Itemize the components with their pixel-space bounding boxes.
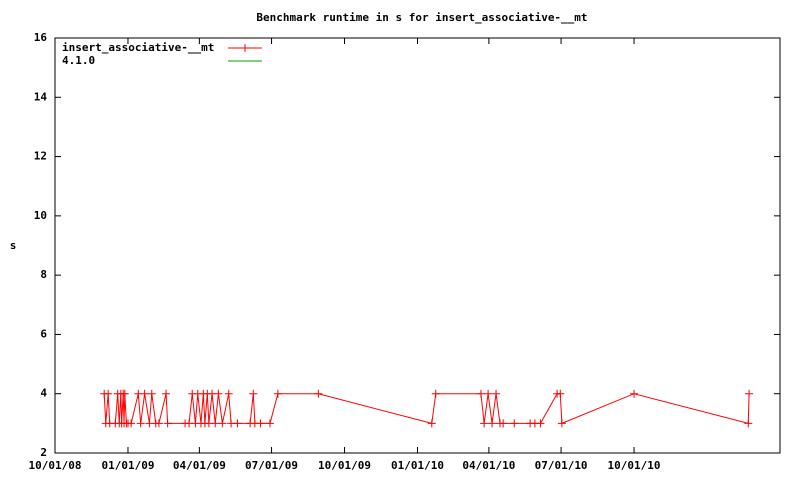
point — [273, 389, 282, 398]
point — [431, 389, 440, 398]
y-tick-label: 8 — [40, 268, 47, 281]
point — [484, 389, 493, 398]
point — [480, 419, 489, 428]
point — [163, 419, 172, 428]
legend-label: 4.1.0 — [62, 54, 95, 67]
point — [556, 389, 565, 398]
x-tick-label: 04/01/09 — [173, 459, 226, 472]
point — [224, 389, 233, 398]
point — [427, 419, 436, 428]
x-tick-label: 07/01/09 — [245, 459, 298, 472]
point — [476, 389, 485, 398]
point — [492, 389, 501, 398]
point — [162, 389, 171, 398]
point — [211, 419, 220, 428]
point — [265, 419, 274, 428]
x-tick-label: 10/01/09 — [318, 459, 371, 472]
x-tick-label: 10/01/10 — [608, 459, 661, 472]
point — [233, 419, 242, 428]
y-axis-label: s — [10, 239, 17, 252]
point — [120, 389, 129, 398]
legend-label: insert_associative-__mt — [62, 41, 214, 54]
point — [154, 419, 163, 428]
legend-swatch-point — [241, 44, 249, 52]
y-tick-label: 14 — [34, 90, 48, 103]
point — [127, 419, 136, 428]
point — [488, 419, 497, 428]
y-tick-label: 6 — [40, 327, 47, 340]
point — [744, 419, 753, 428]
point — [256, 419, 265, 428]
point — [630, 389, 639, 398]
point — [314, 389, 323, 398]
point — [557, 419, 566, 428]
point — [104, 389, 113, 398]
y-tick-label: 4 — [40, 387, 47, 400]
point — [536, 419, 545, 428]
point — [147, 389, 156, 398]
point — [510, 419, 519, 428]
chart-title: Benchmark runtime in s for insert_associ… — [256, 11, 587, 24]
y-tick-label: 10 — [34, 209, 47, 222]
x-tick-label: 01/01/09 — [101, 459, 154, 472]
point — [214, 389, 223, 398]
x-tick-label: 01/01/10 — [391, 459, 444, 472]
y-tick-label: 16 — [34, 31, 48, 44]
x-tick-label: 04/01/10 — [462, 459, 515, 472]
y-tick-label: 12 — [34, 150, 47, 163]
point — [218, 419, 227, 428]
x-tick-label: 10/01/08 — [29, 459, 82, 472]
point — [136, 419, 145, 428]
point — [249, 389, 258, 398]
x-tick-label: 07/01/10 — [535, 459, 588, 472]
point — [499, 419, 508, 428]
point — [140, 389, 149, 398]
point — [745, 389, 754, 398]
y-tick-label: 2 — [40, 446, 47, 459]
